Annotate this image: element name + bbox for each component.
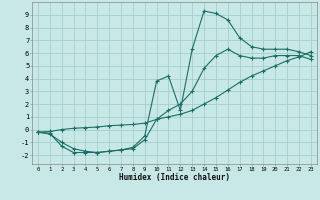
X-axis label: Humidex (Indice chaleur): Humidex (Indice chaleur): [119, 173, 230, 182]
